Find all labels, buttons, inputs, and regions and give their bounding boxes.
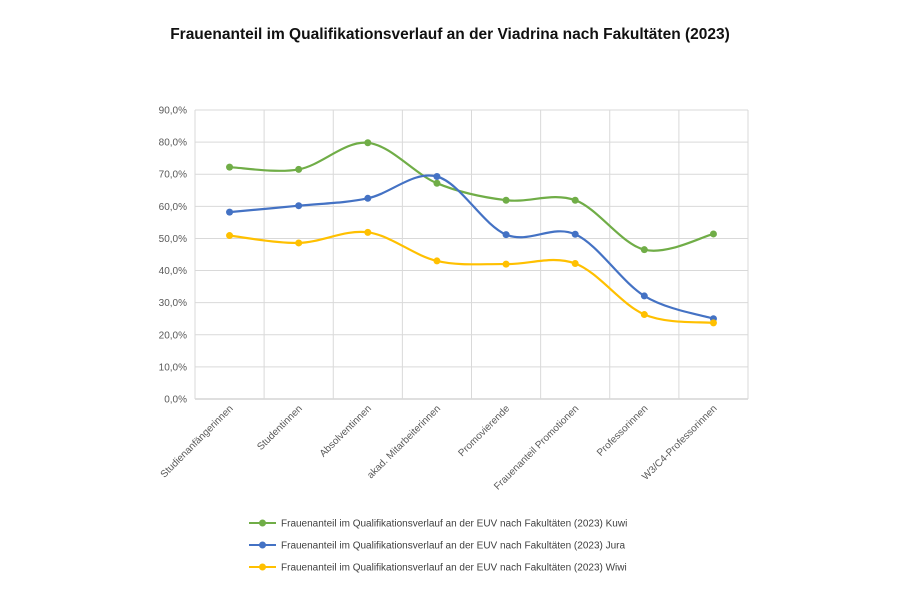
- data-point: [226, 163, 234, 171]
- data-point: [295, 202, 303, 210]
- data-point: [295, 239, 303, 247]
- y-tick-label: 90,0%: [159, 106, 187, 117]
- data-point: [502, 231, 510, 239]
- series-line-2: [229, 230, 714, 324]
- legend-swatch-marker: [259, 541, 266, 549]
- x-tick-label: akad. Mitarbeiterinnen: [365, 403, 443, 481]
- x-tick-label: Studentinnen: [255, 403, 304, 452]
- data-point: [502, 196, 510, 204]
- data-point: [640, 246, 648, 254]
- x-tick-label: W3/C4-Professorinnen: [640, 403, 719, 482]
- data-point: [433, 172, 441, 180]
- y-tick-label: 40,0%: [159, 266, 187, 277]
- y-tick-label: 60,0%: [159, 202, 187, 213]
- y-tick-label: 70,0%: [159, 170, 187, 181]
- y-tick-label: 50,0%: [159, 234, 187, 245]
- y-axis-ticks: 0,0% 10,0% 20,0% 30,0% 40,0% 50,0% 60,0% 70,0% 8…: [159, 106, 187, 406]
- data-point: [226, 232, 234, 240]
- x-tick-label: Professorinnen: [595, 403, 650, 458]
- data-point: [640, 311, 648, 319]
- y-tick-label: 10,0%: [159, 362, 187, 373]
- y-tick-label: 30,0%: [159, 298, 187, 309]
- legend-label: Frauenanteil im Qualifikationsverlauf an…: [281, 541, 626, 552]
- data-point: [709, 230, 717, 238]
- y-tick-label: 20,0%: [159, 330, 187, 341]
- legend-swatch-marker: [259, 519, 266, 527]
- data-point: [364, 194, 372, 202]
- data-point: [364, 139, 372, 147]
- series-line-1: [229, 174, 714, 320]
- data-point: [295, 165, 303, 173]
- legend-label: Frauenanteil im Qualifikationsverlauf an…: [281, 563, 627, 574]
- data-point: [640, 292, 648, 300]
- data-point: [571, 230, 579, 238]
- series-lines: [229, 141, 714, 324]
- data-point: [571, 196, 579, 204]
- legend-swatch-marker: [259, 563, 266, 571]
- data-point: [226, 208, 234, 216]
- data-point: [571, 259, 579, 267]
- data-point: [433, 257, 441, 265]
- x-axis-ticks: Studienanfängerinnen Studentinnen Absolven…: [159, 403, 720, 492]
- chart-title: Frauenanteil im Qualifikationsverlauf an…: [170, 26, 730, 43]
- series-points: [226, 139, 717, 327]
- series-line-0: [229, 141, 714, 252]
- x-tick-label: Studienanfängerinnen: [159, 403, 236, 480]
- y-tick-label: 80,0%: [159, 138, 187, 149]
- data-point: [709, 319, 717, 327]
- y-tick-label: 0,0%: [164, 395, 187, 406]
- data-point: [433, 179, 441, 187]
- legend: Frauenanteil im Qualifikationsverlauf an…: [249, 519, 627, 574]
- data-point: [502, 260, 510, 268]
- x-tick-label: Absolventinnen: [318, 403, 374, 459]
- grid-lines: [194, 109, 749, 400]
- legend-label: Frauenanteil im Qualifikationsverlauf an…: [281, 519, 627, 530]
- x-tick-label: Promovierende: [456, 403, 512, 459]
- data-point: [364, 228, 372, 236]
